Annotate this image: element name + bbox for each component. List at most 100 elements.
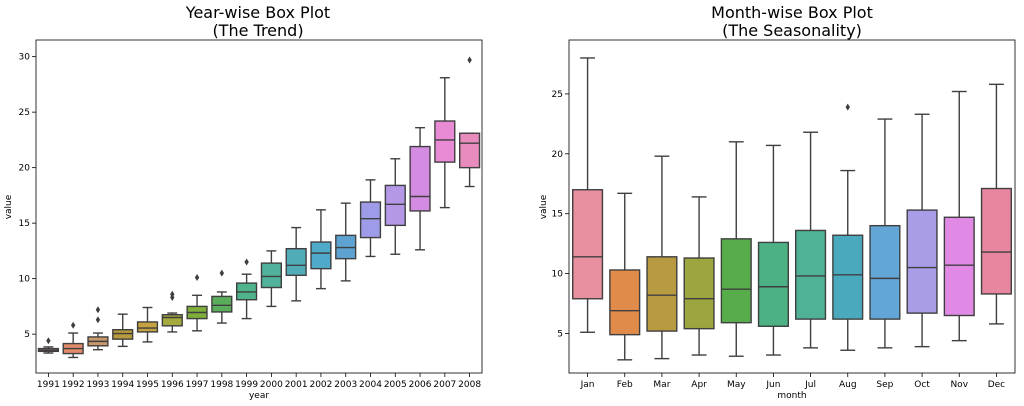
outlier-point xyxy=(194,274,200,282)
year-chart-title: Year-wise Box Plot xyxy=(185,3,330,22)
iqr-box xyxy=(211,295,233,313)
iqr-box xyxy=(572,189,604,300)
y-tick-label: 15 xyxy=(552,210,563,220)
outlier-point xyxy=(170,290,175,298)
x-tick-label: Jan xyxy=(580,380,595,390)
y-tick-label: 25 xyxy=(552,90,563,100)
y-tick-label: 15 xyxy=(19,219,30,229)
box-Sep xyxy=(869,118,901,349)
box-Jan xyxy=(572,57,604,333)
iqr-box xyxy=(683,257,715,330)
year-plot-frame xyxy=(35,39,483,374)
x-tick-label: 2008 xyxy=(458,380,481,390)
box-Feb xyxy=(609,192,641,361)
iqr-box xyxy=(459,132,481,169)
month-wise-chart: Month-wise Box Plot (The Seasonality) 5 1… xyxy=(539,3,1016,401)
box-Jun xyxy=(757,144,789,356)
x-tick-label: 1997 xyxy=(186,380,209,390)
month-plot-frame xyxy=(568,39,1016,374)
x-tick-label: 1993 xyxy=(86,380,109,390)
x-tick-label: 2006 xyxy=(409,380,432,390)
y-tick-label: 10 xyxy=(552,270,564,280)
outlier-point xyxy=(467,56,472,64)
x-tick-label: Sep xyxy=(876,380,893,390)
y-tick-label: 20 xyxy=(552,150,564,160)
x-tick-label: Feb xyxy=(617,380,633,390)
box-1991 xyxy=(37,337,60,354)
iqr-box xyxy=(795,229,827,320)
month-x-axis-label: month xyxy=(777,391,806,401)
box-2007 xyxy=(434,77,456,209)
outlier-point xyxy=(46,337,51,345)
x-tick-label: 1991 xyxy=(37,380,60,390)
iqr-box xyxy=(906,209,938,314)
box-1999 xyxy=(235,258,258,320)
month-y-axis-label: value xyxy=(539,194,549,219)
year-x-axis: 1991 1992 1993 1994 1995 1996 1997 1998 1999 2000… xyxy=(37,373,481,390)
x-tick-label: 2003 xyxy=(334,380,357,390)
box-Nov xyxy=(943,90,975,342)
month-y-axis: 5 10 15 20 25 xyxy=(552,90,569,339)
y-tick-label: 30 xyxy=(19,53,31,63)
x-tick-label: Apr xyxy=(691,380,707,390)
outlier-point xyxy=(95,316,101,324)
x-tick-label: Aug xyxy=(839,380,857,390)
x-tick-label: Jul xyxy=(804,380,816,390)
box-Mar xyxy=(646,155,678,360)
x-tick-label: 2004 xyxy=(359,380,382,390)
box-Oct xyxy=(906,113,938,348)
outlier-point xyxy=(244,258,249,266)
iqr-box xyxy=(409,145,431,212)
iqr-box xyxy=(359,201,382,239)
box-1996 xyxy=(161,290,183,333)
x-tick-label: May xyxy=(727,380,746,390)
box-2002 xyxy=(310,209,332,290)
box-Apr xyxy=(683,196,715,356)
year-y-axis: 5 10 15 20 25 30 xyxy=(19,53,36,340)
outlier-point xyxy=(70,321,76,329)
iqr-box xyxy=(136,321,159,333)
y-tick-label: 20 xyxy=(19,164,31,174)
y-tick-label: 5 xyxy=(557,329,563,339)
month-chart-subtitle: (The Seasonality) xyxy=(722,21,862,40)
x-tick-label: 2005 xyxy=(384,380,407,390)
box-1992 xyxy=(62,321,84,359)
iqr-box xyxy=(646,256,678,332)
x-tick-label: 1995 xyxy=(136,380,159,390)
iqr-box xyxy=(720,238,752,324)
iqr-box xyxy=(832,234,864,320)
y-tick-label: 5 xyxy=(24,330,30,340)
x-tick-label: 1992 xyxy=(62,380,85,390)
box-1993 xyxy=(87,306,109,351)
month-chart-title: Month-wise Box Plot xyxy=(711,3,873,22)
box-1997 xyxy=(186,274,208,332)
x-tick-label: 1994 xyxy=(111,380,134,390)
outlier-point xyxy=(219,269,225,277)
box-1995 xyxy=(136,306,159,343)
box-2001 xyxy=(285,226,307,302)
iqr-box xyxy=(384,184,406,227)
x-tick-label: 2007 xyxy=(433,380,456,390)
box-Aug xyxy=(832,103,864,351)
x-tick-label: Dec xyxy=(988,380,1005,390)
iqr-box xyxy=(112,329,134,340)
box-2008 xyxy=(459,56,481,188)
box-2006 xyxy=(409,126,431,251)
iqr-box xyxy=(434,120,456,163)
x-tick-label: 1998 xyxy=(210,380,233,390)
x-tick-label: 2000 xyxy=(260,380,283,390)
y-tick-label: 10 xyxy=(19,275,31,285)
year-chart-subtitle: (The Trend) xyxy=(212,21,303,40)
month-x-axis: Jan Feb Mar Apr May Jun Jul Aug Sep Oct Nov Dec xyxy=(580,373,1005,390)
box-2005 xyxy=(384,158,406,255)
iqr-box xyxy=(609,269,641,336)
month-boxes xyxy=(572,57,1012,361)
iqr-box xyxy=(757,241,789,327)
iqr-box xyxy=(869,224,901,320)
x-tick-label: 2002 xyxy=(309,380,332,390)
box-1998 xyxy=(211,269,233,324)
iqr-box xyxy=(310,241,332,270)
box-May xyxy=(720,141,752,357)
box-2000 xyxy=(260,250,283,308)
